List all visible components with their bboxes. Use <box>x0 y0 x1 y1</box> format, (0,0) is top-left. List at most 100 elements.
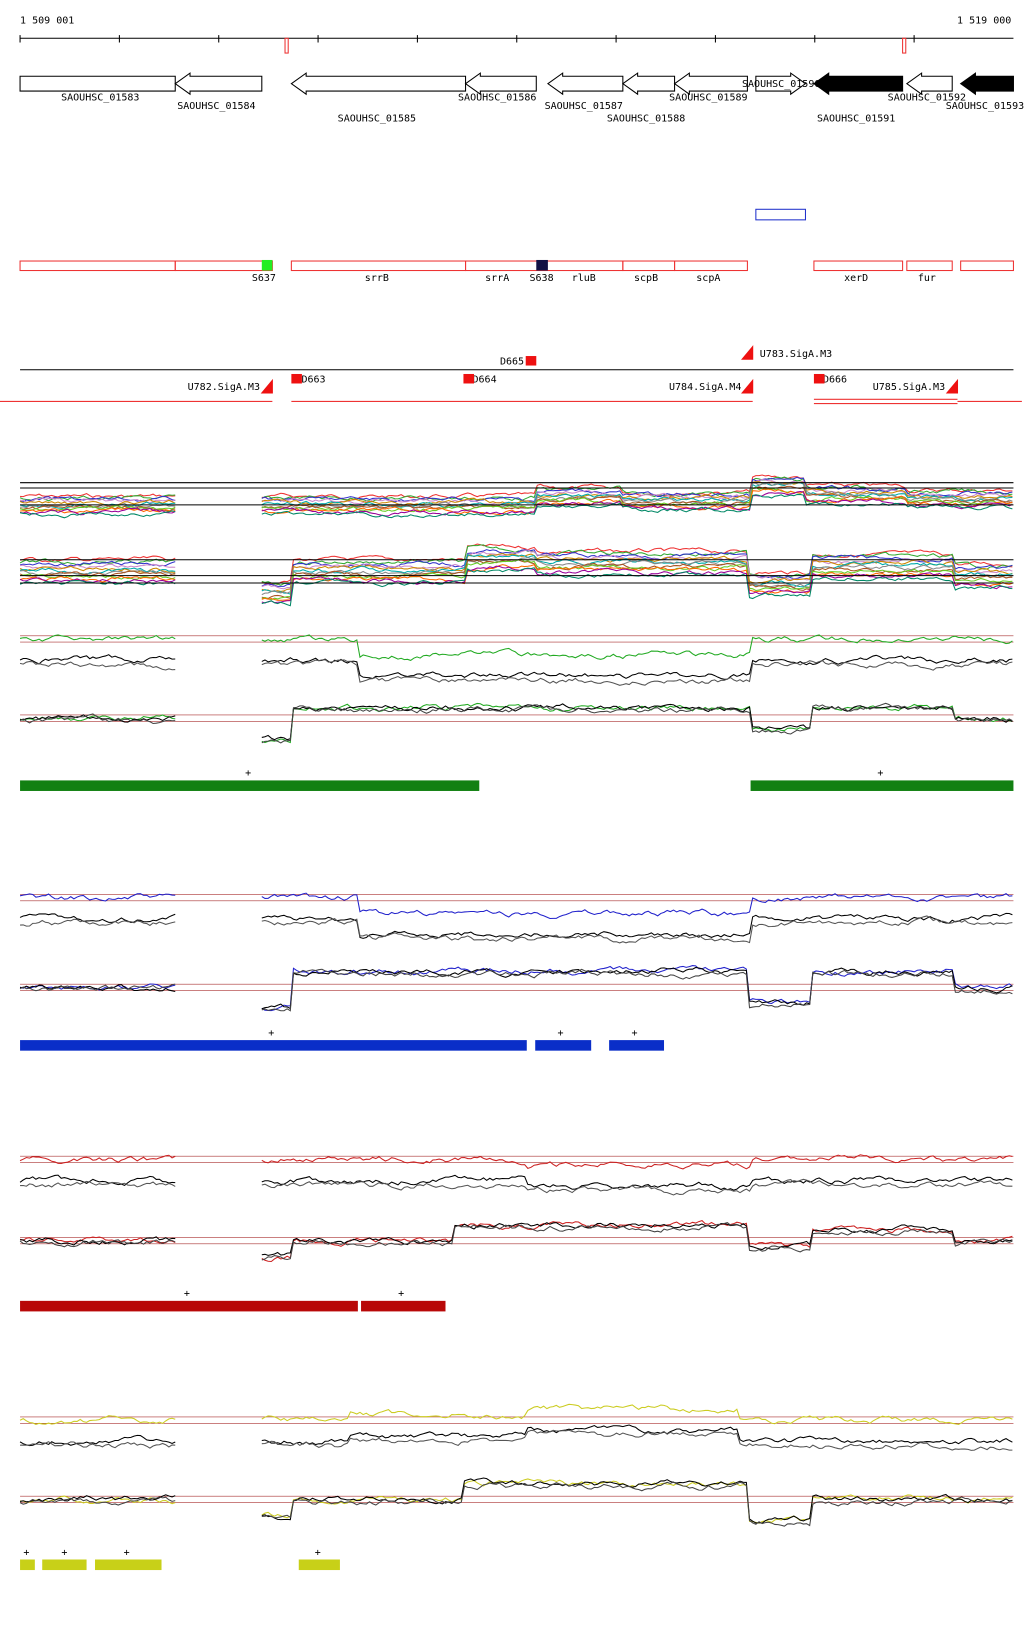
segment-label: + <box>61 1547 67 1558</box>
track-line <box>19 1496 176 1506</box>
gene <box>673 72 748 96</box>
segment-label: + <box>124 1547 130 1558</box>
gene <box>621 72 676 96</box>
track-line <box>20 1180 176 1188</box>
gene-label: SAOUHSC_01588 <box>607 114 685 125</box>
gene-label: SAOUHSC_01590 <box>742 79 820 90</box>
track-line <box>261 544 1013 586</box>
feature-box <box>755 208 807 221</box>
track-line <box>19 570 176 578</box>
segment <box>20 780 480 791</box>
ruler-end: 1 519 000 <box>957 15 1011 26</box>
track-line <box>261 659 1013 686</box>
track-line <box>261 892 1013 920</box>
track-line <box>261 1222 1013 1256</box>
segment <box>750 780 1014 791</box>
segment <box>361 1300 446 1312</box>
track-line <box>261 476 1013 503</box>
track-line <box>20 493 176 498</box>
segment-label: + <box>184 1289 190 1300</box>
feature <box>674 260 748 272</box>
ruler-start: 1 509 001 <box>20 15 74 26</box>
promoter-label: D663 <box>301 374 325 385</box>
promoter-label: D664 <box>472 374 496 385</box>
segment <box>20 1040 527 1051</box>
segment-label: + <box>245 768 251 779</box>
feature-label: S637 <box>252 273 276 284</box>
segment-label: + <box>398 1289 404 1300</box>
track-line <box>19 654 176 665</box>
feature-label: srrB <box>365 273 389 284</box>
segment-label: + <box>631 1028 637 1039</box>
track-line <box>261 703 1013 741</box>
gene-label: SAOUHSC_01593 <box>946 101 1024 112</box>
marker <box>902 37 907 54</box>
segment-label: + <box>877 768 883 779</box>
segment <box>609 1040 665 1051</box>
promoter-label: U784.SigA.M4 <box>669 382 741 393</box>
track-line <box>19 510 176 519</box>
track-line <box>261 1403 1013 1426</box>
gene <box>19 75 176 92</box>
feature-label: scpA <box>696 273 720 284</box>
track-line <box>261 702 1013 744</box>
gene-label: SAOUHSC_01591 <box>817 114 895 125</box>
feature-label: fur <box>918 273 936 284</box>
track-line <box>261 474 1013 501</box>
gene <box>959 72 1014 96</box>
track-line <box>20 1495 176 1505</box>
track-line <box>19 893 176 902</box>
gene <box>905 72 953 96</box>
promoter-mark <box>525 356 537 366</box>
gene <box>290 72 467 96</box>
gene-label: SAOUHSC_01583 <box>61 93 139 104</box>
feature-label: rluB <box>572 273 596 284</box>
promoter-arrow <box>741 378 754 394</box>
track-line <box>19 1415 176 1425</box>
track-line <box>261 1481 1013 1527</box>
feature <box>174 260 273 272</box>
track-line <box>19 983 176 992</box>
promoter-label: U785.SigA.M3 <box>873 382 945 393</box>
promoter-label: U782.SigA.M3 <box>188 382 260 393</box>
track-line <box>261 1220 1013 1263</box>
promoter-arrow <box>260 378 273 394</box>
gene <box>174 72 263 96</box>
track-line <box>19 1174 176 1186</box>
promoter-mark <box>463 373 474 384</box>
track-line <box>19 555 176 563</box>
track-line <box>261 543 1013 586</box>
segment <box>95 1559 162 1571</box>
track-line <box>19 494 176 502</box>
feature <box>906 260 953 272</box>
track-line <box>20 497 176 504</box>
track-line <box>19 573 176 580</box>
track-line <box>19 1494 176 1503</box>
gene <box>813 72 904 96</box>
gene-label: SAOUHSC_01589 <box>669 93 747 104</box>
track-line <box>19 507 176 516</box>
track-line <box>261 488 1013 516</box>
track-line <box>261 912 1013 939</box>
track-line <box>19 560 176 567</box>
track-line <box>20 918 176 927</box>
track-line <box>20 714 176 723</box>
track-line <box>19 913 176 923</box>
gene-label: SAOUHSC_01586 <box>458 93 536 104</box>
track-line <box>19 661 176 671</box>
feature-label: xerD <box>844 273 868 284</box>
track-line <box>19 558 176 567</box>
track-line <box>261 702 1013 744</box>
segment <box>535 1040 592 1051</box>
gene-label: SAOUHSC_01587 <box>545 101 623 112</box>
gene <box>546 72 624 96</box>
promoter-mark <box>291 373 302 384</box>
segment-label: + <box>23 1547 29 1558</box>
track-line <box>19 634 176 642</box>
segment-label: + <box>268 1028 274 1039</box>
gene <box>755 72 807 96</box>
track-line <box>261 1424 1013 1446</box>
segment <box>20 1300 358 1312</box>
feature <box>290 260 467 272</box>
track-line <box>19 1154 176 1165</box>
